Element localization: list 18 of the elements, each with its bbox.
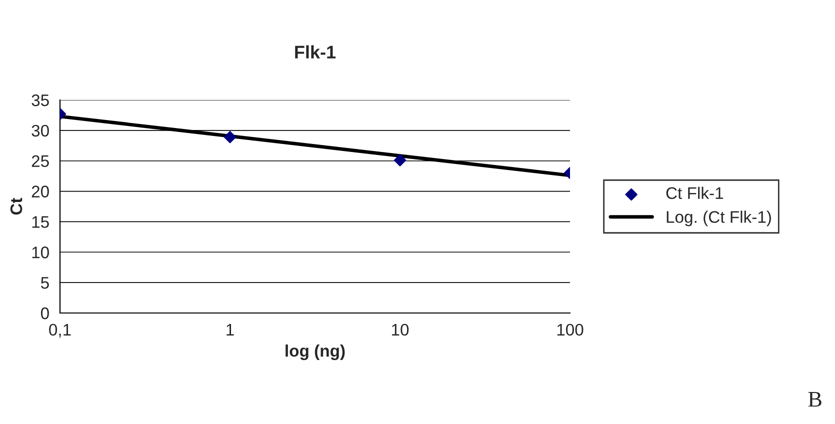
legend-label: Log. (Ct Flk-1) xyxy=(666,210,771,226)
x-tick-label: 10 xyxy=(392,324,409,336)
y-tick-label: 0 xyxy=(40,307,49,320)
y-tick-label: 30 xyxy=(32,124,49,137)
x-tick-label: 100 xyxy=(557,324,584,336)
text: B xyxy=(808,392,822,407)
y-tick-label: 15 xyxy=(32,216,49,228)
y-tick-label: 35 xyxy=(32,94,49,106)
x-axis-title: log (ng) xyxy=(286,344,345,360)
x-tick-label: 1 xyxy=(226,324,234,336)
x-tick-label: 0,1 xyxy=(49,324,71,338)
y-tick-label: 25 xyxy=(32,155,49,168)
y-axis-title: Ct xyxy=(10,198,22,215)
y-tick-label: 10 xyxy=(32,246,49,258)
legend-label: Ct Flk-1 xyxy=(666,186,724,200)
chart-title: Flk-1 xyxy=(295,45,336,58)
y-tick-label: 20 xyxy=(32,186,49,198)
y-tick-label: 5 xyxy=(40,277,49,289)
